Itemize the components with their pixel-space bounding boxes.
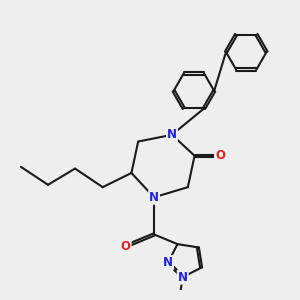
- Text: O: O: [121, 240, 131, 253]
- Text: N: N: [167, 128, 177, 141]
- Text: N: N: [149, 191, 159, 204]
- Text: O: O: [215, 149, 225, 162]
- Text: N: N: [178, 271, 188, 284]
- Text: N: N: [163, 256, 173, 269]
